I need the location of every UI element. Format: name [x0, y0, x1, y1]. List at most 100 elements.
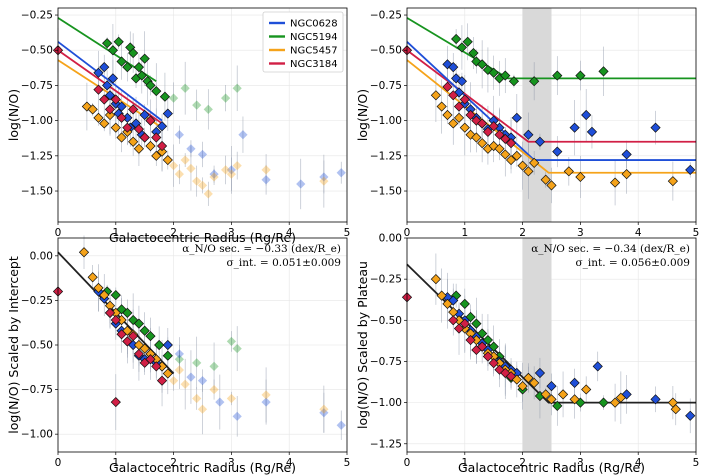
point-ngc3184 [156, 140, 168, 152]
point-ngc0628 [232, 411, 242, 421]
point-ngc5457 [517, 160, 528, 171]
point-ngc5194 [456, 42, 468, 53]
x-tick-label: 5 [344, 457, 351, 469]
point-ngc0628 [186, 144, 196, 154]
y-tick-label: −1.25 [370, 150, 402, 162]
point-ngc5457 [319, 404, 329, 414]
point-ngc3184 [156, 375, 168, 386]
point-ngc5194 [598, 66, 609, 77]
x-tick-label: 5 [344, 227, 351, 239]
point-ngc5194 [145, 330, 156, 342]
point-ngc5457 [459, 122, 470, 133]
point-ngc5194 [159, 91, 171, 102]
point-ngc5457 [93, 112, 104, 123]
point-ngc3184 [128, 104, 139, 115]
fit-line-ngc0628 [57, 41, 163, 122]
point-ngc0628 [448, 295, 459, 306]
point-ngc5194 [451, 33, 462, 45]
y-tick-label: −0.25 [21, 10, 53, 22]
point-ngc0628 [650, 394, 661, 405]
point-ngc5194 [122, 62, 133, 73]
point-ngc3184 [488, 358, 499, 369]
point-ngc5457 [197, 404, 208, 414]
point-ngc3184 [477, 118, 488, 129]
point-ngc5194 [116, 304, 127, 315]
point-ngc5194 [488, 341, 499, 352]
point-ngc5457 [203, 189, 213, 199]
point-ngc3184 [116, 112, 127, 123]
point-ngc5194 [209, 361, 219, 371]
point-ngc0628 [197, 376, 208, 386]
point-ngc0628 [186, 372, 196, 382]
point-ngc5457 [197, 180, 208, 190]
point-ngc3184 [500, 133, 511, 145]
legend-label-ngc0628: NGC0628 [290, 19, 338, 30]
point-ngc5457 [436, 290, 447, 301]
point-ngc0628 [319, 172, 329, 182]
point-ngc5457 [667, 176, 678, 187]
point-ngc5457 [430, 90, 441, 101]
point-ngc5194 [162, 350, 173, 361]
point-ngc5457 [500, 149, 511, 160]
point-ngc3184 [93, 84, 104, 95]
point-ngc5457 [505, 154, 517, 166]
point-ngc3184 [99, 94, 110, 105]
point-ngc5457 [186, 163, 196, 174]
point-ngc3184 [448, 90, 459, 101]
point-ngc5457 [546, 394, 557, 405]
point-ngc5194 [462, 36, 473, 47]
point-ngc5457 [169, 376, 179, 386]
point-ngc3184 [110, 396, 121, 408]
point-ngc5194 [459, 298, 470, 309]
point-ngc5457 [192, 176, 202, 186]
point-ngc5194 [471, 56, 482, 67]
y-tick-label: −0.25 [21, 295, 53, 307]
point-ngc5457 [529, 377, 540, 388]
y-tick-label: −0.50 [21, 340, 53, 352]
point-ngc5457 [621, 169, 632, 180]
y-tick-label: −1.00 [370, 115, 402, 127]
legend-label-ngc3184: NGC3184 [290, 59, 338, 70]
point-ngc0628 [621, 149, 632, 160]
point-ngc5194 [136, 70, 147, 81]
slope-annotation: α_N/O sec. = −0.33 (dex/R_e) [182, 243, 341, 255]
point-ngc0628 [162, 339, 173, 351]
point-ngc5194 [116, 56, 127, 67]
point-ngc5194 [128, 47, 139, 59]
legend [262, 11, 344, 73]
point-ngc5457 [87, 104, 98, 115]
point-ngc0628 [442, 59, 453, 70]
point-ngc5457 [569, 394, 580, 405]
point-ngc3184 [494, 129, 505, 140]
point-ngc3184 [110, 314, 121, 326]
legend-label-ngc5194: NGC5194 [290, 32, 338, 43]
point-ngc5457 [471, 132, 482, 143]
point-ngc0628 [174, 130, 184, 140]
x-tick-label: 1 [461, 227, 468, 239]
y-tick-label: 0.00 [379, 233, 402, 245]
point-ngc5194 [145, 80, 156, 91]
scatter-annotation: σ_int. = 0.051±0.009 [227, 257, 342, 269]
point-ngc5457 [557, 389, 569, 400]
point-ngc5457 [180, 379, 190, 389]
point-ngc0628 [592, 361, 603, 372]
point-ngc3184 [442, 81, 453, 92]
x-tick-label: 0 [55, 227, 62, 239]
y-tick-label: −1.50 [21, 186, 53, 198]
fit-line-ngc3184 [406, 49, 696, 143]
point-ngc5457 [116, 132, 127, 143]
point-ngc3184 [477, 341, 488, 352]
point-ngc5194 [529, 76, 540, 87]
point-ngc3184 [488, 121, 499, 132]
x-axis-label: Galactocentric Radius (Rg/Re) [109, 460, 296, 475]
point-ngc0628 [156, 121, 168, 132]
point-ngc5194 [192, 358, 202, 368]
point-ngc5194 [169, 93, 179, 103]
y-tick-label: −0.25 [370, 10, 402, 22]
point-ngc0628 [107, 73, 119, 84]
point-ngc5457 [169, 161, 179, 171]
point-ngc5194 [477, 59, 488, 70]
point-ngc5457 [87, 272, 98, 283]
point-ngc5194 [226, 336, 236, 347]
